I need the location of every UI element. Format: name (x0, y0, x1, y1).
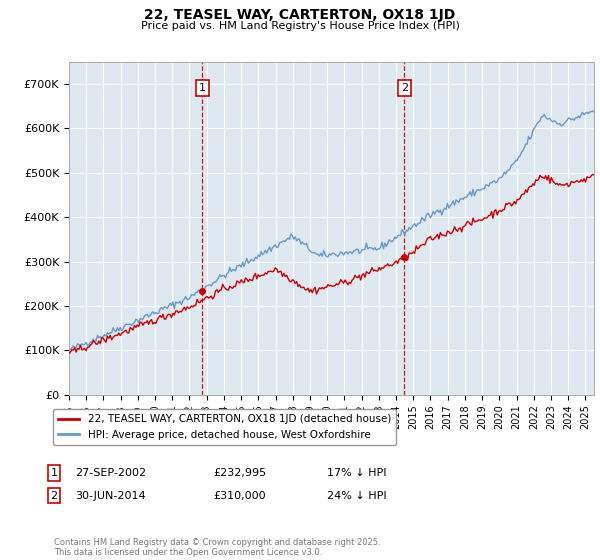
Text: Price paid vs. HM Land Registry's House Price Index (HPI): Price paid vs. HM Land Registry's House … (140, 21, 460, 31)
Text: 1: 1 (50, 468, 58, 478)
Legend: 22, TEASEL WAY, CARTERTON, OX18 1JD (detached house), HPI: Average price, detach: 22, TEASEL WAY, CARTERTON, OX18 1JD (det… (53, 409, 396, 445)
Text: Contains HM Land Registry data © Crown copyright and database right 2025.
This d: Contains HM Land Registry data © Crown c… (54, 538, 380, 557)
Text: 1: 1 (199, 83, 206, 94)
Text: 27-SEP-2002: 27-SEP-2002 (75, 468, 146, 478)
Text: 2: 2 (401, 83, 408, 94)
Text: 22, TEASEL WAY, CARTERTON, OX18 1JD: 22, TEASEL WAY, CARTERTON, OX18 1JD (145, 8, 455, 22)
Text: £310,000: £310,000 (213, 491, 266, 501)
Text: 30-JUN-2014: 30-JUN-2014 (75, 491, 146, 501)
Text: 24% ↓ HPI: 24% ↓ HPI (327, 491, 386, 501)
Text: 17% ↓ HPI: 17% ↓ HPI (327, 468, 386, 478)
Text: £232,995: £232,995 (213, 468, 266, 478)
Text: 2: 2 (50, 491, 58, 501)
